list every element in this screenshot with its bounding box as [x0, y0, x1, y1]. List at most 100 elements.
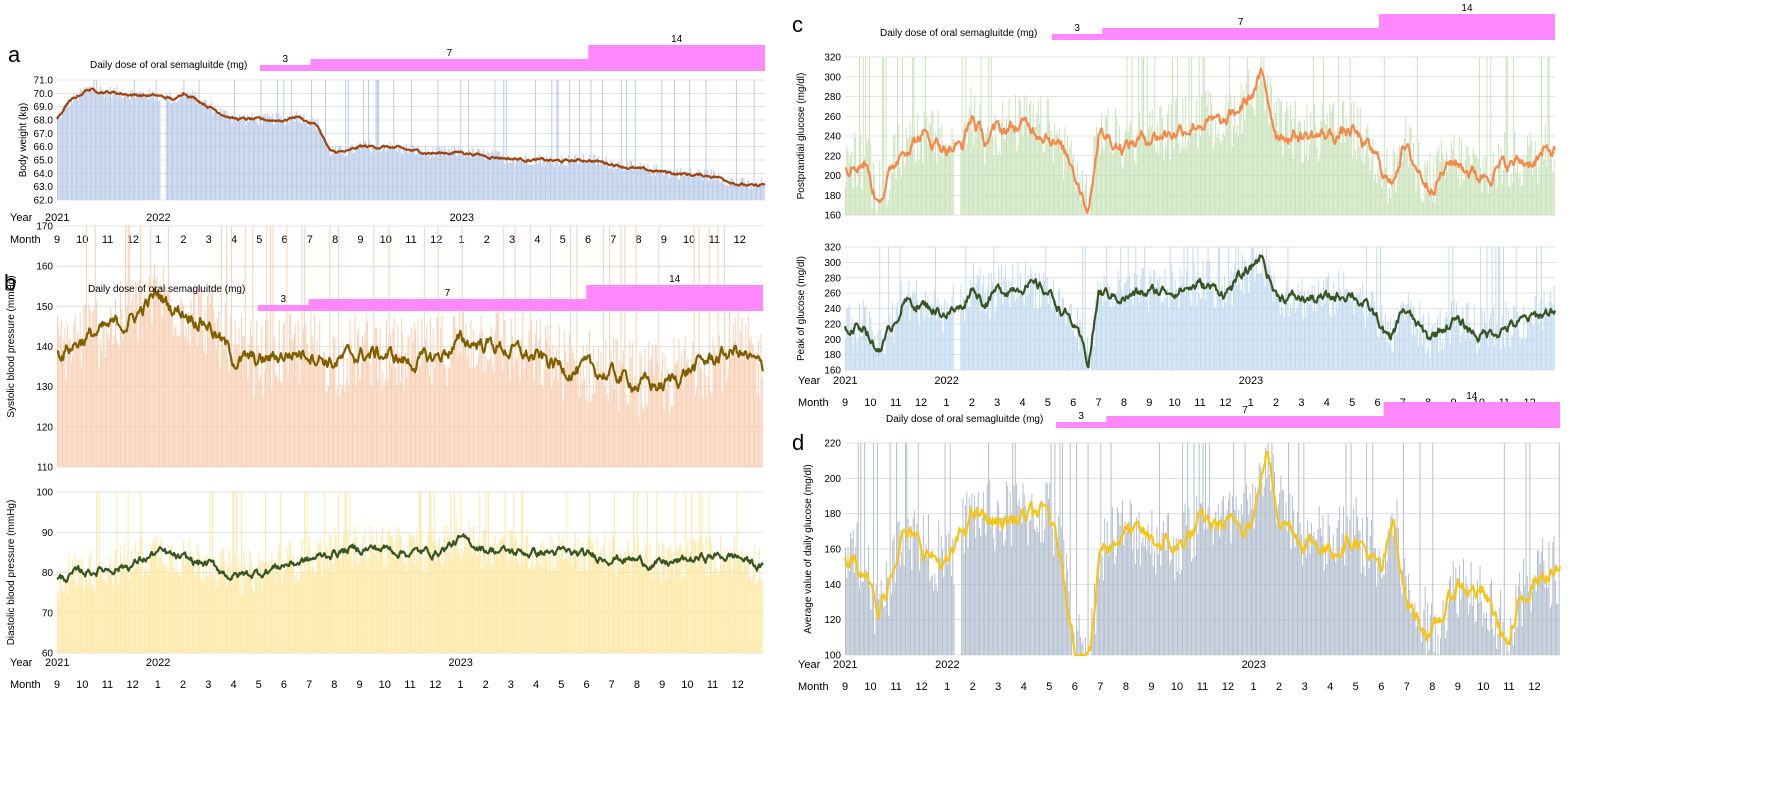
daily-bar — [761, 377, 763, 467]
daily-bar — [1096, 567, 1098, 655]
daily-bar — [1210, 280, 1212, 370]
daily-bar — [376, 80, 378, 200]
daily-bar — [503, 80, 505, 200]
daily-bar — [1378, 550, 1380, 655]
daily-bar — [1532, 175, 1534, 215]
year-label: 2022 — [146, 212, 170, 224]
daily-bar — [196, 103, 198, 200]
y-tick-label: 100 — [824, 651, 841, 662]
daily-bar — [431, 528, 433, 653]
daily-bar — [143, 294, 145, 467]
daily-bar — [1292, 158, 1294, 215]
daily-bar — [725, 573, 727, 653]
daily-bar — [1320, 120, 1322, 215]
month-label: 12 — [1222, 681, 1234, 693]
daily-bar — [749, 340, 751, 467]
daily-bar — [1164, 538, 1166, 655]
daily-bar — [905, 304, 907, 370]
daily-bar — [726, 381, 728, 467]
daily-bar — [275, 112, 277, 200]
daily-bar — [1176, 571, 1178, 655]
daily-bar — [578, 572, 580, 653]
dose-title: Daily dose of oral semagluitde (mg) — [886, 414, 1043, 425]
daily-bar — [1000, 264, 1002, 370]
daily-bar — [1231, 305, 1233, 370]
daily-bar — [615, 571, 617, 653]
daily-bar — [1003, 545, 1005, 655]
daily-bar — [1482, 332, 1484, 370]
daily-bar — [364, 529, 366, 653]
daily-bar — [945, 143, 947, 215]
daily-bar — [929, 308, 931, 370]
daily-bar — [1065, 325, 1067, 370]
daily-bar — [1263, 57, 1265, 215]
daily-bar — [853, 573, 855, 655]
daily-bar — [880, 201, 882, 215]
daily-bar — [1144, 138, 1146, 215]
daily-bar — [1382, 178, 1384, 215]
daily-bar — [1332, 534, 1334, 655]
daily-bars — [57, 492, 763, 653]
daily-bar — [1369, 535, 1371, 655]
daily-bar — [879, 247, 881, 370]
daily-bar — [456, 156, 458, 200]
daily-bar — [132, 569, 134, 653]
daily-bar — [332, 147, 334, 200]
daily-bar — [1543, 560, 1545, 655]
month-label: 3 — [508, 679, 514, 691]
daily-bar — [561, 538, 563, 653]
daily-bar — [447, 149, 449, 200]
daily-bar — [660, 582, 662, 653]
daily-bar — [927, 296, 929, 370]
daily-bar — [566, 492, 568, 653]
daily-bar — [1296, 133, 1298, 215]
daily-bar — [1548, 57, 1550, 215]
daily-bar — [297, 582, 299, 653]
daily-bar — [531, 562, 532, 653]
daily-bar — [538, 154, 540, 200]
daily-bar — [632, 166, 634, 200]
daily-bars — [845, 57, 1555, 216]
daily-bar — [151, 91, 153, 200]
daily-bar — [321, 575, 323, 653]
dose-step — [1102, 28, 1379, 40]
daily-bar — [64, 103, 66, 200]
daily-bar — [338, 145, 340, 200]
daily-bar — [196, 543, 198, 653]
daily-bar — [1027, 275, 1029, 370]
daily-bar — [518, 157, 520, 200]
daily-bar — [1480, 167, 1482, 215]
daily-bar — [1496, 648, 1498, 655]
daily-bar — [424, 145, 426, 200]
daily-bar — [453, 145, 455, 200]
daily-bar — [499, 151, 501, 200]
daily-bar — [962, 129, 964, 215]
daily-bar — [727, 184, 729, 200]
daily-bar — [683, 349, 685, 467]
daily-bar — [108, 339, 110, 467]
daily-bar — [1106, 247, 1108, 370]
daily-bar — [1012, 263, 1014, 370]
daily-bar — [1127, 528, 1129, 655]
daily-bar — [1520, 185, 1522, 215]
daily-bar — [131, 299, 133, 467]
daily-bar — [1480, 247, 1482, 370]
daily-bar — [861, 581, 863, 655]
daily-bar — [889, 443, 891, 655]
daily-bar — [1414, 335, 1416, 370]
month-label: 9 — [357, 234, 363, 246]
daily-bar — [1193, 262, 1195, 370]
daily-bar — [947, 143, 949, 215]
daily-bar — [883, 57, 884, 215]
daily-bar — [1028, 104, 1030, 215]
daily-bar — [431, 152, 433, 200]
daily-bar — [1361, 160, 1362, 215]
daily-bar — [336, 152, 338, 200]
daily-bar — [1485, 612, 1487, 655]
daily-bar — [105, 91, 106, 200]
daily-bar — [696, 176, 698, 200]
daily-bar — [924, 290, 926, 370]
daily-bar — [1453, 299, 1455, 370]
daily-bar — [877, 200, 879, 215]
